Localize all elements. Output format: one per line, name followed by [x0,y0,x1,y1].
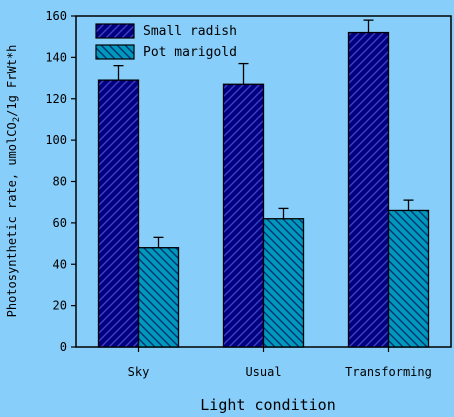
y-tick-label: 140 [45,50,67,64]
y-axis-title-part-1: Photosynthetic rate, umolCO [5,122,19,317]
x-axis-title: Light condition [200,396,335,414]
x-tick-label: Transforming [345,365,432,379]
y-tick-label: 0 [60,340,67,354]
legend-label: Pot marigold [143,45,237,60]
legend-swatch [95,23,135,39]
error-bars [113,19,414,248]
bar [137,247,180,348]
y-tick-label: 60 [53,216,67,230]
bar [387,209,430,348]
bar [262,218,305,348]
y-axis-title-subscript: 2 [12,117,22,122]
y-axis-title: Photosynthetic rate, umolCO2/1g FrWt*h [5,45,22,318]
y-tick-label: 20 [53,299,67,313]
y-tick-label: 40 [53,257,67,271]
y-axis: 0 20 40 60 80 100 120 140 160 [45,9,76,354]
legend: Small radish Pot marigold [95,23,237,60]
y-tick-label: 120 [45,92,67,106]
bar [347,31,390,348]
y-axis-title-part-2: /1g FrWt*h [5,45,19,117]
x-tick-label: Usual [245,365,281,379]
y-tick-label: 160 [45,9,67,23]
bar [222,83,265,348]
y-tick-label: 80 [53,175,67,189]
legend-label: Small radish [143,24,237,39]
bar [97,79,140,348]
legend-swatch [95,44,135,60]
x-tick-label: Sky [128,365,150,379]
x-axis: Sky Usual Transforming [128,347,432,379]
bars [97,31,430,348]
y-tick-label: 100 [45,133,67,147]
